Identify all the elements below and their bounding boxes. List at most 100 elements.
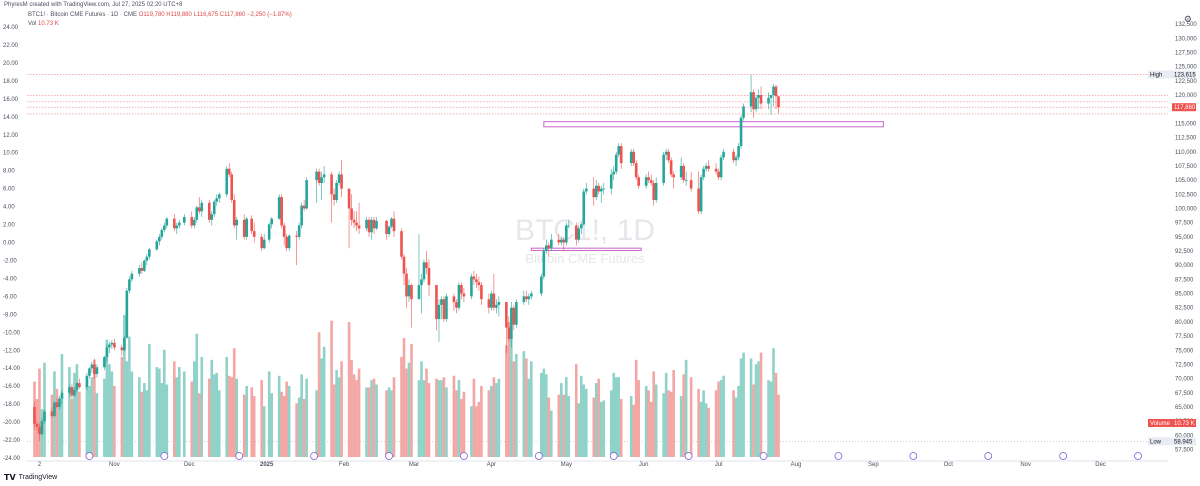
candle-body[interactable] <box>120 347 124 351</box>
candle-body[interactable] <box>73 389 76 396</box>
candle-body[interactable] <box>722 151 725 158</box>
candle-body[interactable] <box>305 180 308 209</box>
candle-body[interactable] <box>270 218 273 225</box>
candle-body[interactable] <box>245 218 249 237</box>
candle-body[interactable] <box>138 268 141 274</box>
event-marker-icon[interactable] <box>310 452 319 460</box>
candle-body[interactable] <box>550 239 553 249</box>
candle-body[interactable] <box>200 202 204 212</box>
candle-body[interactable] <box>53 402 56 417</box>
candle-body[interactable] <box>612 171 616 175</box>
candle-body[interactable] <box>88 368 91 376</box>
candle-body[interactable] <box>614 154 618 172</box>
candle-body[interactable] <box>140 268 144 271</box>
candle-body[interactable] <box>252 231 256 237</box>
candle-body[interactable] <box>512 307 516 325</box>
candle-body[interactable] <box>280 197 283 226</box>
candle-body[interactable] <box>742 106 745 118</box>
candle-body[interactable] <box>664 151 668 155</box>
candle-body[interactable] <box>420 279 423 286</box>
candle-body[interactable] <box>43 411 46 422</box>
candle-body[interactable] <box>480 285 483 300</box>
candle-body[interactable] <box>123 337 126 351</box>
candle-body[interactable] <box>320 177 323 183</box>
candle-body[interactable] <box>749 92 753 107</box>
candle-body[interactable] <box>50 411 54 417</box>
candle-body[interactable] <box>774 86 778 97</box>
candle-body[interactable] <box>295 235 298 237</box>
candle-body[interactable] <box>113 342 116 348</box>
candle-body[interactable] <box>175 225 179 229</box>
candle-body[interactable] <box>315 171 318 181</box>
candle-body[interactable] <box>355 222 358 226</box>
candle-body[interactable] <box>340 174 343 189</box>
candle-body[interactable] <box>525 296 528 300</box>
candle-body[interactable] <box>739 117 743 147</box>
candle-body[interactable] <box>70 387 74 396</box>
candle-body[interactable] <box>75 383 79 390</box>
candle-body[interactable] <box>732 151 735 161</box>
candle-body[interactable] <box>707 165 710 169</box>
candle-body[interactable] <box>143 260 146 271</box>
candle-body[interactable] <box>267 224 271 240</box>
candle-body[interactable] <box>477 282 481 286</box>
candle-body[interactable] <box>557 239 561 243</box>
candle-body[interactable] <box>559 239 563 243</box>
candle-body[interactable] <box>230 174 234 200</box>
candle-body[interactable] <box>60 392 64 399</box>
candle-body[interactable] <box>754 97 758 110</box>
event-marker-icon[interactable] <box>1059 452 1068 460</box>
candle-body[interactable] <box>35 423 39 427</box>
candle-body[interactable] <box>772 86 775 96</box>
candle-body[interactable] <box>435 285 438 320</box>
candle-body[interactable] <box>579 224 583 229</box>
event-marker-icon[interactable] <box>759 452 768 460</box>
candle-body[interactable] <box>452 296 456 303</box>
candle-body[interactable] <box>684 180 688 181</box>
candle-body[interactable] <box>654 182 658 200</box>
candle-body[interactable] <box>472 276 476 280</box>
candle-body[interactable] <box>592 188 596 198</box>
candle-body[interactable] <box>33 406 36 424</box>
candle-body[interactable] <box>422 262 426 280</box>
candle-body[interactable] <box>302 205 306 209</box>
candle-body[interactable] <box>85 375 89 388</box>
candle-body[interactable] <box>417 285 421 300</box>
candle-body[interactable] <box>282 225 286 237</box>
candle-body[interactable] <box>769 95 773 98</box>
candle-body[interactable] <box>547 245 551 249</box>
candle-body[interactable] <box>667 151 670 161</box>
candle-body[interactable] <box>40 421 44 435</box>
candle-body[interactable] <box>217 194 221 199</box>
candle-body[interactable] <box>497 302 501 305</box>
candle-body[interactable] <box>347 188 351 209</box>
candle-body[interactable] <box>717 171 720 178</box>
candle-body[interactable] <box>322 174 326 178</box>
candle-body[interactable] <box>103 357 106 368</box>
candle-body[interactable] <box>757 95 760 98</box>
candle-body[interactable] <box>584 188 588 192</box>
event-marker-icon[interactable] <box>385 452 393 460</box>
candle-body[interactable] <box>148 249 151 257</box>
event-marker-icon[interactable] <box>834 452 843 460</box>
candle-body[interactable] <box>177 222 181 226</box>
candle-body[interactable] <box>352 219 356 223</box>
candle-body[interactable] <box>594 185 598 198</box>
candle-body[interactable] <box>442 299 446 320</box>
candle-body[interactable] <box>163 225 166 231</box>
candle-body[interactable] <box>300 205 303 226</box>
candle-body[interactable] <box>540 276 543 294</box>
candle-body[interactable] <box>507 327 511 339</box>
candle-body[interactable] <box>652 182 655 200</box>
candle-body[interactable] <box>225 168 229 195</box>
candle-body[interactable] <box>455 302 458 308</box>
candle-body[interactable] <box>445 296 448 320</box>
candle-body[interactable] <box>212 201 216 215</box>
candle-body[interactable] <box>392 218 396 232</box>
candle-body[interactable] <box>425 262 428 269</box>
candle-body[interactable] <box>515 302 518 325</box>
candle-body[interactable] <box>697 188 700 212</box>
candle-body[interactable] <box>145 256 149 261</box>
candle-body[interactable] <box>125 290 129 338</box>
candle-body[interactable] <box>317 171 321 183</box>
